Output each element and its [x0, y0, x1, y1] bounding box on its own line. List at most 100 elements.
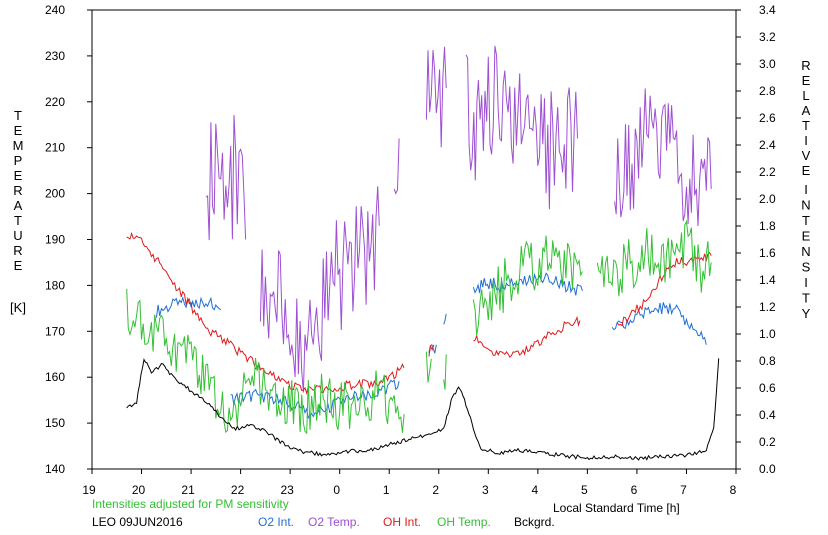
ticks-layer: 19 20 21 22 23 0 1 2 3 4 5 6 7 8140150160170180190200…	[45, 3, 776, 497]
series-line-oh-temp	[443, 354, 447, 390]
series-line-o2-int	[611, 302, 707, 345]
y-left-label-letter: P	[14, 153, 23, 168]
series-line-oh-temp	[425, 351, 432, 383]
y-right-tick-label: 3.4	[759, 3, 776, 17]
series-line-o2-int	[443, 313, 447, 325]
y-left-tick-label: 140	[45, 462, 65, 476]
y-right-label-letter: T	[802, 118, 810, 133]
note-text: Intensities adjusted for PM sensitivity	[92, 497, 289, 511]
y-right-tick-label: 2.0	[759, 192, 776, 206]
x-tick-label: 19	[82, 483, 96, 497]
series-line-oh-int	[428, 344, 435, 357]
x-tick-label: 3	[482, 483, 489, 497]
series-line-o2-int	[472, 272, 583, 296]
x-tick-label: 4	[532, 483, 539, 497]
y-right-label-letter: Y	[802, 306, 811, 321]
y-right-tick-label: 1.0	[759, 327, 776, 341]
y-right-label-letter: S	[802, 260, 811, 275]
y-left-label-letter: E	[14, 168, 23, 183]
legend-o2-temp: O2 Temp.	[308, 515, 360, 529]
y-left-label-letter: T	[14, 213, 22, 228]
y-right-label-letter: I	[804, 182, 808, 197]
series-line-o2-temp	[205, 115, 247, 241]
y-left-tick-label: 230	[45, 49, 65, 63]
series-line-oh-temp	[596, 219, 712, 297]
y-right-tick-label: 0.8	[759, 354, 776, 368]
x-tick-label: 21	[181, 483, 195, 497]
series-line-oh-temp	[472, 235, 583, 336]
series-line-oh-temp	[126, 288, 405, 435]
y-right-tick-label: 0.0	[759, 462, 776, 476]
series-line-o2-temp	[614, 88, 712, 227]
legend-oh-int: OH Int.	[383, 515, 421, 529]
series-line-bckgrd	[126, 358, 720, 461]
series-line-oh-int	[126, 231, 405, 396]
y-right-label-letter: I	[804, 133, 808, 148]
y-left-tick-label: 240	[45, 3, 65, 17]
series-layer	[126, 45, 720, 461]
series-line-o2-temp	[425, 46, 447, 148]
y-left-tick-label: 170	[45, 324, 65, 338]
y-left-tick-label: 180	[45, 278, 65, 292]
series-line-o2-temp	[259, 186, 380, 393]
y-left-tick-label: 220	[45, 95, 65, 109]
y-left-tick-label: 160	[45, 370, 65, 384]
y-right-tick-label: 1.6	[759, 246, 776, 260]
y-left-label-letter: R	[13, 183, 22, 198]
x-tick-label: 1	[383, 483, 390, 497]
y-left-tick-label: 210	[45, 141, 65, 155]
y-right-tick-label: 2.8	[759, 84, 776, 98]
x-tick-label: 6	[631, 483, 638, 497]
series-line-o2-temp	[393, 138, 400, 195]
y-right-label-letter: R	[801, 58, 810, 73]
x-tick-label: 7	[680, 483, 687, 497]
y-right-label-letter: E	[802, 163, 811, 178]
y-right-tick-label: 0.4	[759, 408, 776, 422]
y-right-tick-label: 0.2	[759, 435, 776, 449]
series-line-oh-int	[473, 315, 581, 358]
y-left-label-letter: A	[14, 198, 23, 213]
y-left-label-letter: M	[13, 138, 24, 153]
y-right-tick-label: 2.6	[759, 111, 776, 125]
y-left-label-letter: E	[14, 123, 23, 138]
y-right-tick-label: 2.2	[759, 165, 776, 179]
series-line-o2-temp	[465, 45, 578, 210]
series-line-o2-int	[230, 379, 400, 419]
y-right-label-letter: T	[802, 291, 810, 306]
y-left-tick-label: 190	[45, 233, 65, 247]
y-right-label-letter: T	[802, 213, 810, 228]
y-left-label-letter: T	[14, 108, 22, 123]
legend-o2-int: O2 Int.	[258, 515, 294, 529]
y-right-label-letter: E	[802, 229, 811, 244]
y-left-label-letter: R	[13, 243, 22, 258]
y-right-label-letter: L	[802, 88, 809, 103]
legend-oh-temp: OH Temp.	[437, 515, 491, 529]
plot-frame	[91, 9, 737, 470]
y-left-unit: [K]	[10, 300, 26, 315]
y-right-label-letter: I	[804, 275, 808, 290]
y-right-label-letter: V	[802, 148, 811, 163]
y-right-label-letter: E	[802, 73, 811, 88]
y-right-tick-label: 0.6	[759, 381, 776, 395]
y-right-tick-label: 1.8	[759, 219, 776, 233]
x-tick-label: 5	[581, 483, 588, 497]
y-right-tick-label: 2.4	[759, 138, 776, 152]
y-right-tick-label: 1.4	[759, 273, 776, 287]
x-tick-label: 23	[280, 483, 294, 497]
y-right-label-letter: A	[802, 103, 811, 118]
y-right-label-letter: N	[801, 244, 810, 259]
y-right-tick-label: 3.2	[759, 30, 776, 44]
y-right-tick-label: 1.2	[759, 300, 776, 314]
x-tick-label: 22	[231, 483, 245, 497]
station-date: LEO 09JUN2016	[92, 515, 183, 529]
y-left-tick-label: 200	[45, 187, 65, 201]
y-right-tick-label: 3.0	[759, 57, 776, 71]
y-left-tick-label: 150	[45, 416, 65, 430]
y-left-label-letter: U	[13, 228, 22, 243]
y-right-label-letter: N	[801, 198, 810, 213]
x-tick-label: 2	[432, 483, 439, 497]
legend-bckgrd: Bckgrd.	[514, 515, 555, 529]
